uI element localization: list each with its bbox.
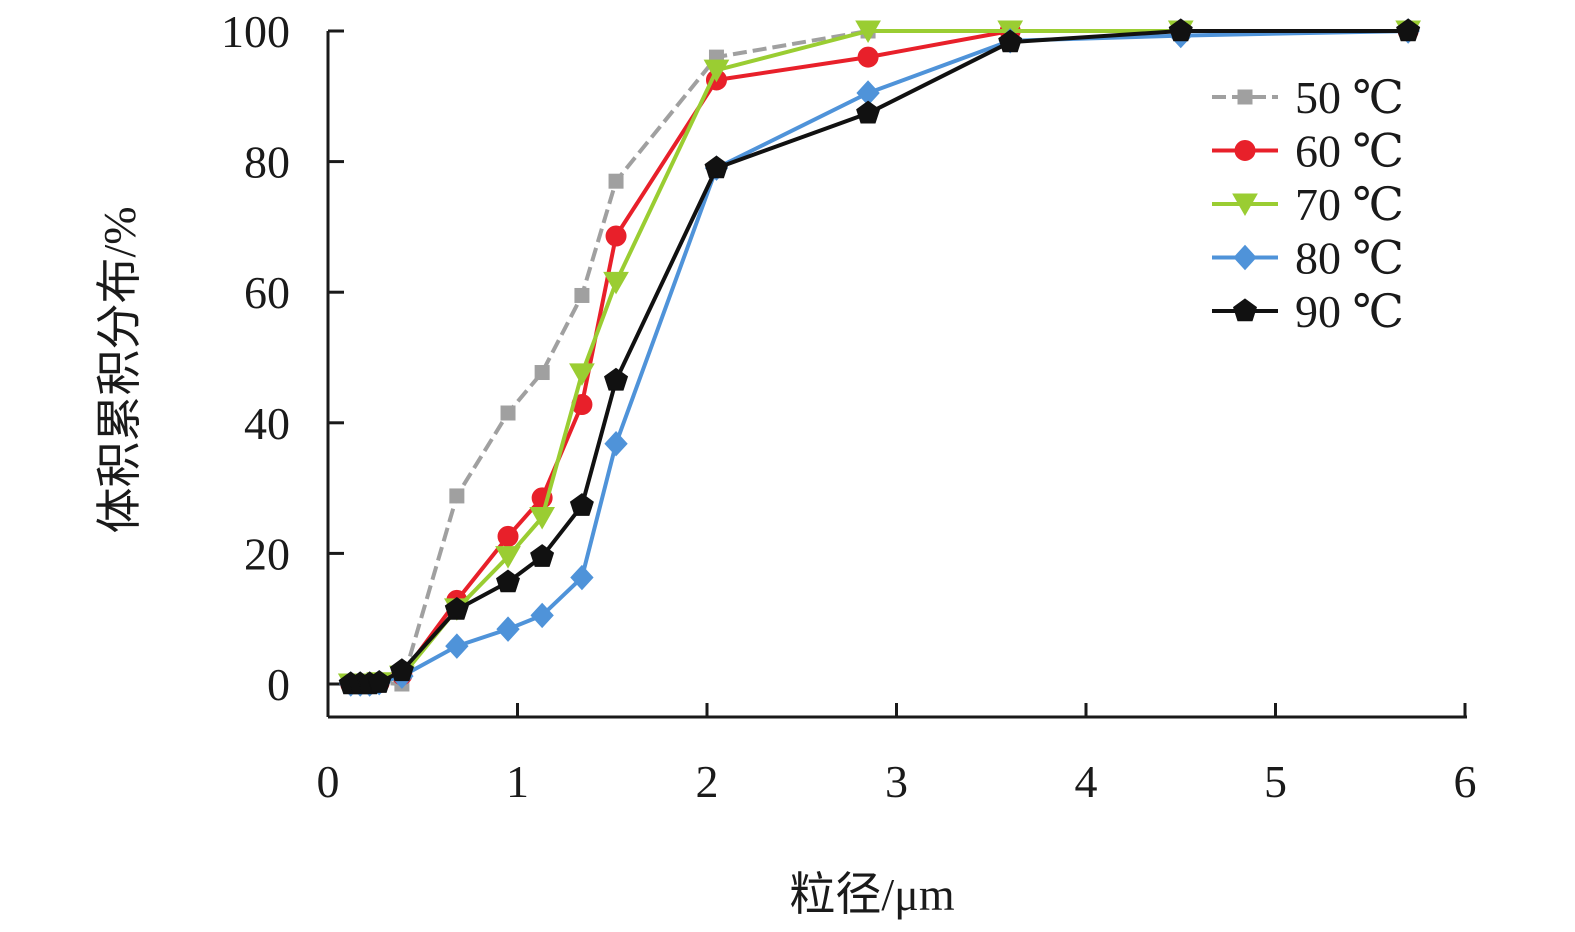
legend-entry: 70 ℃ — [1212, 179, 1404, 230]
x-axis-label: 粒径/μm — [789, 869, 954, 920]
legend-label: 60 ℃ — [1295, 126, 1404, 177]
data-point — [496, 569, 520, 593]
data-point — [605, 225, 627, 247]
legend-label: 70 ℃ — [1295, 179, 1404, 230]
data-point — [1168, 18, 1193, 42]
legend-marker — [1234, 140, 1256, 161]
y-tick-label: 20 — [244, 528, 290, 579]
data-point — [569, 493, 594, 516]
legend-entry: 50 ℃ — [1212, 72, 1404, 123]
x-tick-label: 2 — [696, 756, 719, 807]
data-point — [569, 363, 595, 386]
legend-marker — [1233, 298, 1257, 322]
series-layer — [337, 18, 1422, 697]
legend-entry: 80 ℃ — [1212, 233, 1404, 284]
data-point — [530, 602, 554, 629]
axis-ticks: 0 20 40 60 80 100 0 1 2 3 4 5 6 — [221, 6, 1477, 807]
data-point — [603, 271, 629, 295]
data-point — [1396, 18, 1421, 42]
series-4 — [339, 18, 1420, 697]
legend-marker — [1237, 89, 1253, 105]
data-point — [367, 670, 392, 693]
y-tick-label: 80 — [244, 137, 290, 188]
x-tick-label: 0 — [317, 756, 340, 807]
legend-label: 50 ℃ — [1295, 72, 1404, 123]
data-point — [449, 488, 465, 504]
data-point — [604, 367, 629, 391]
y-tick-label: 100 — [221, 6, 290, 57]
data-point — [855, 20, 881, 44]
data-point — [530, 544, 555, 567]
data-point — [856, 100, 881, 124]
legend-marker — [1232, 193, 1258, 217]
data-point — [857, 46, 879, 68]
data-point — [529, 506, 555, 530]
data-point — [998, 29, 1023, 53]
legend: 50 ℃60 ℃70 ℃80 ℃90 ℃ — [1212, 72, 1404, 337]
y-axis-label: 体积累积分布/% — [94, 206, 145, 533]
data-point — [608, 173, 624, 189]
data-point — [570, 564, 594, 591]
series-5 — [338, 18, 1421, 695]
data-point — [444, 596, 469, 620]
x-tick-label: 4 — [1075, 756, 1098, 807]
data-point — [445, 633, 469, 659]
data-point — [495, 546, 521, 569]
data-point — [574, 287, 590, 303]
data-point — [497, 525, 519, 547]
y-tick-label: 60 — [244, 267, 290, 318]
x-tick-label: 6 — [1454, 756, 1477, 807]
legend-entry: 60 ℃ — [1212, 126, 1404, 177]
data-point — [500, 405, 516, 421]
series-2 — [340, 20, 1419, 695]
legend-label: 90 ℃ — [1295, 286, 1404, 337]
x-tick-label: 1 — [506, 756, 529, 807]
y-tick-label: 0 — [267, 659, 290, 710]
x-tick-label: 3 — [885, 756, 908, 807]
x-tick-label: 5 — [1264, 756, 1287, 807]
data-point — [604, 430, 628, 457]
legend-marker — [1233, 244, 1257, 271]
legend-label: 80 ℃ — [1295, 233, 1404, 284]
legend-entry: 90 ℃ — [1212, 286, 1404, 337]
y-tick-label: 40 — [244, 398, 290, 449]
data-point — [496, 616, 520, 642]
data-point — [704, 155, 729, 179]
data-point — [703, 59, 730, 83]
series-3 — [337, 20, 1422, 697]
data-point — [389, 658, 414, 682]
data-point — [534, 365, 550, 381]
